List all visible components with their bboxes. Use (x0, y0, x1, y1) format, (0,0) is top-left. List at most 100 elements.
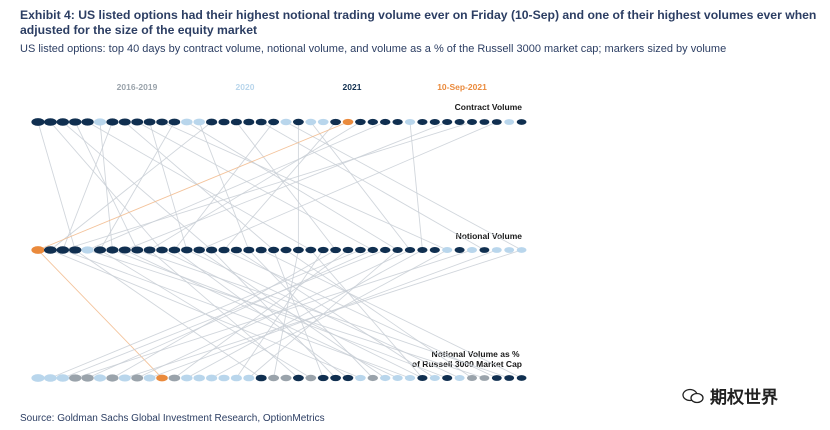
connector-notional-pct-35 (124, 249, 522, 379)
connector-contract-notional-16 (260, 121, 485, 251)
connector-notional-pct-0 (37, 249, 163, 379)
marker-contract-3 (56, 118, 70, 126)
chart-subtitle: US listed options: top 40 days by contra… (20, 43, 727, 55)
source-note: Source: Goldman Sachs Global Investment … (20, 413, 325, 424)
connector-contract-notional-24 (87, 121, 386, 251)
marker-contract-27 (355, 118, 366, 126)
marker-notional-33 (429, 247, 440, 253)
marker-notional-22 (292, 246, 304, 254)
marker-contract-11 (156, 118, 168, 126)
connector-contract-notional-14 (50, 121, 212, 251)
marker-contract-30 (392, 118, 403, 126)
legend-label-2020: 2020 (236, 82, 255, 92)
marker-notional-39 (504, 247, 515, 253)
marker-pct-28 (367, 374, 379, 382)
marker-pct-8 (118, 374, 131, 382)
marker-notional-29 (379, 246, 391, 254)
marker-notional-32 (417, 247, 428, 253)
marker-pct-35 (454, 375, 465, 381)
marker-notional-2 (44, 246, 57, 254)
marker-contract-12 (168, 118, 181, 126)
marker-notional-38 (491, 247, 502, 253)
marker-notional-16 (218, 246, 230, 254)
connector-notional-pct-28 (62, 249, 386, 379)
marker-contract-14 (193, 118, 205, 126)
watermark: 期权世界 (682, 383, 778, 408)
connector-contract-notional-9 (149, 121, 188, 251)
marker-contract-36 (466, 119, 478, 125)
row-label-contract-volume: Contract Volume (455, 102, 523, 112)
legend-label-10-sep-2021: 10-Sep-2021 (437, 82, 487, 92)
marker-notional-10 (143, 246, 156, 254)
connector-notional-pct-27 (87, 249, 373, 379)
marker-notional-23 (305, 246, 317, 254)
marker-pct-24 (317, 374, 329, 382)
connector-notional-pct-33 (75, 249, 473, 379)
marker-contract-23 (305, 118, 317, 126)
connector-notional-pct-25 (174, 249, 349, 379)
marker-pct-29 (379, 374, 391, 382)
marker-pct-21 (280, 374, 292, 382)
connector-contract-notional-28 (199, 121, 497, 251)
marker-pct-34 (442, 375, 453, 381)
marker-contract-6 (93, 118, 107, 126)
connector-notional-pct-26 (50, 249, 361, 379)
connector-contract-notional-23 (149, 121, 361, 251)
marker-contract-7 (106, 118, 119, 126)
marker-notional-36 (466, 247, 478, 253)
marker-pct-36 (466, 375, 478, 381)
connector-notional-pct-13 (198, 249, 386, 379)
wechat-icon (682, 388, 704, 403)
marker-pct-38 (491, 375, 502, 381)
connector-contract-notional-10 (161, 121, 448, 251)
marker-notional-15 (205, 246, 218, 254)
marker-pct-18 (243, 374, 255, 382)
marker-pct-37 (479, 375, 490, 381)
marker-pct-32 (417, 375, 428, 381)
connector-contract-notional-17 (174, 121, 274, 251)
connector-contract-notional-0 (37, 121, 76, 251)
marker-pct-33 (429, 375, 440, 381)
marker-pct-16 (218, 374, 230, 382)
marker-contract-39 (504, 119, 515, 125)
marker-contract-31 (404, 118, 416, 126)
marker-pct-3 (56, 374, 70, 382)
connector-notional-pct-18 (261, 249, 522, 379)
marker-notional-28 (367, 246, 379, 254)
legend-label-2021: 2021 (343, 82, 362, 92)
marker-contract-32 (417, 119, 428, 125)
connector-notional-pct-20 (285, 249, 473, 379)
marker-pct-6 (93, 374, 107, 382)
marker-contract-24 (317, 118, 329, 126)
marker-notional-30 (392, 246, 403, 254)
marker-contract-4 (69, 118, 82, 126)
marker-pct-40 (516, 375, 527, 381)
marker-contract-22 (292, 118, 304, 126)
marker-contract-13 (181, 118, 193, 126)
marker-notional-11 (156, 246, 168, 254)
marker-notional-3 (56, 246, 70, 254)
marker-pct-31 (404, 374, 416, 382)
marker-contract-17 (230, 118, 243, 126)
marker-contract-37 (479, 119, 490, 125)
marker-contract-25 (330, 118, 341, 126)
connector-notional-pct-3 (74, 249, 262, 379)
marker-contract-9 (131, 118, 144, 126)
marker-contract-20 (268, 118, 280, 126)
connector-contract-notional-27 (62, 121, 473, 251)
marker-pct-7 (106, 374, 119, 382)
marker-pct-17 (230, 374, 243, 382)
connector-contract-notional-21 (223, 121, 336, 251)
marker-notional-14 (193, 246, 205, 254)
marker-contract-15 (205, 118, 218, 126)
marker-contract-33 (429, 119, 440, 125)
marker-pct-27 (355, 374, 366, 382)
marker-pct-26 (342, 374, 354, 382)
marker-contract-38 (491, 119, 502, 125)
connector-notional-pct-32 (211, 249, 448, 379)
marker-pct-23 (305, 374, 317, 382)
marker-contract-40 (516, 119, 527, 125)
connector-notional-pct-22 (310, 249, 423, 379)
chart-title: Exhibit 4: US listed options had their h… (20, 8, 817, 37)
